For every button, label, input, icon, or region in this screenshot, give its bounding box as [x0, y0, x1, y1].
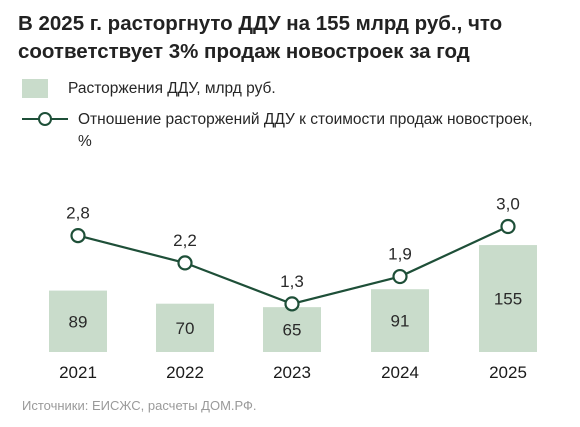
year-label-2025: 2025 — [489, 363, 527, 382]
bar-2024 — [371, 289, 429, 352]
legend-bar-swatch — [22, 79, 48, 98]
ratio-point-2021 — [70, 228, 86, 244]
bar-value-2022: 70 — [176, 319, 195, 338]
bar-2023 — [263, 307, 321, 352]
legend-line-swatch — [22, 112, 68, 126]
ratio-point-2022 — [177, 255, 193, 271]
ratio-label-2024: 1,9 — [388, 245, 412, 264]
ratio-point-2025 — [500, 218, 516, 235]
legend-line: Отношение расторжений ДДУ к стоимости пр… — [22, 109, 548, 153]
ratio-label-2023: 1,3 — [280, 272, 304, 291]
bar-value-2024: 91 — [391, 312, 410, 331]
ratio-line — [77, 225, 509, 306]
chart-title: В 2025 г. расторгнуто ДДУ на 155 млрд ру… — [18, 12, 503, 63]
ratio-label-2022: 2,2 — [173, 231, 197, 250]
ratio-point-2024 — [392, 268, 408, 285]
bar-2025 — [479, 245, 537, 352]
bar-value-2023: 65 — [283, 321, 302, 340]
year-label-2023: 2023 — [273, 363, 311, 382]
year-label-2021: 2021 — [59, 363, 97, 382]
year-label-2024: 2024 — [381, 363, 419, 382]
legend-bar-label: Расторжения ДДУ, млрд руб. — [68, 80, 276, 97]
ratio-label-2025: 3,0 — [496, 195, 520, 214]
legend-bar: Расторжения ДДУ, млрд руб. — [22, 78, 538, 100]
ratio-label-2021: 2,8 — [66, 204, 90, 223]
legend-line-label: Отношение расторжений ДДУ к стоимости пр… — [78, 111, 533, 150]
year-label-2022: 2022 — [166, 363, 204, 382]
bar-value-2025: 155 — [494, 290, 522, 309]
bar-2021 — [49, 290, 107, 352]
bar-value-2021: 89 — [69, 312, 88, 331]
ratio-point-2023 — [284, 296, 300, 312]
bar-2022 — [156, 303, 214, 352]
source-note: Источники: ЕИСЖС, расчеты ДОМ.РФ. — [22, 398, 257, 413]
